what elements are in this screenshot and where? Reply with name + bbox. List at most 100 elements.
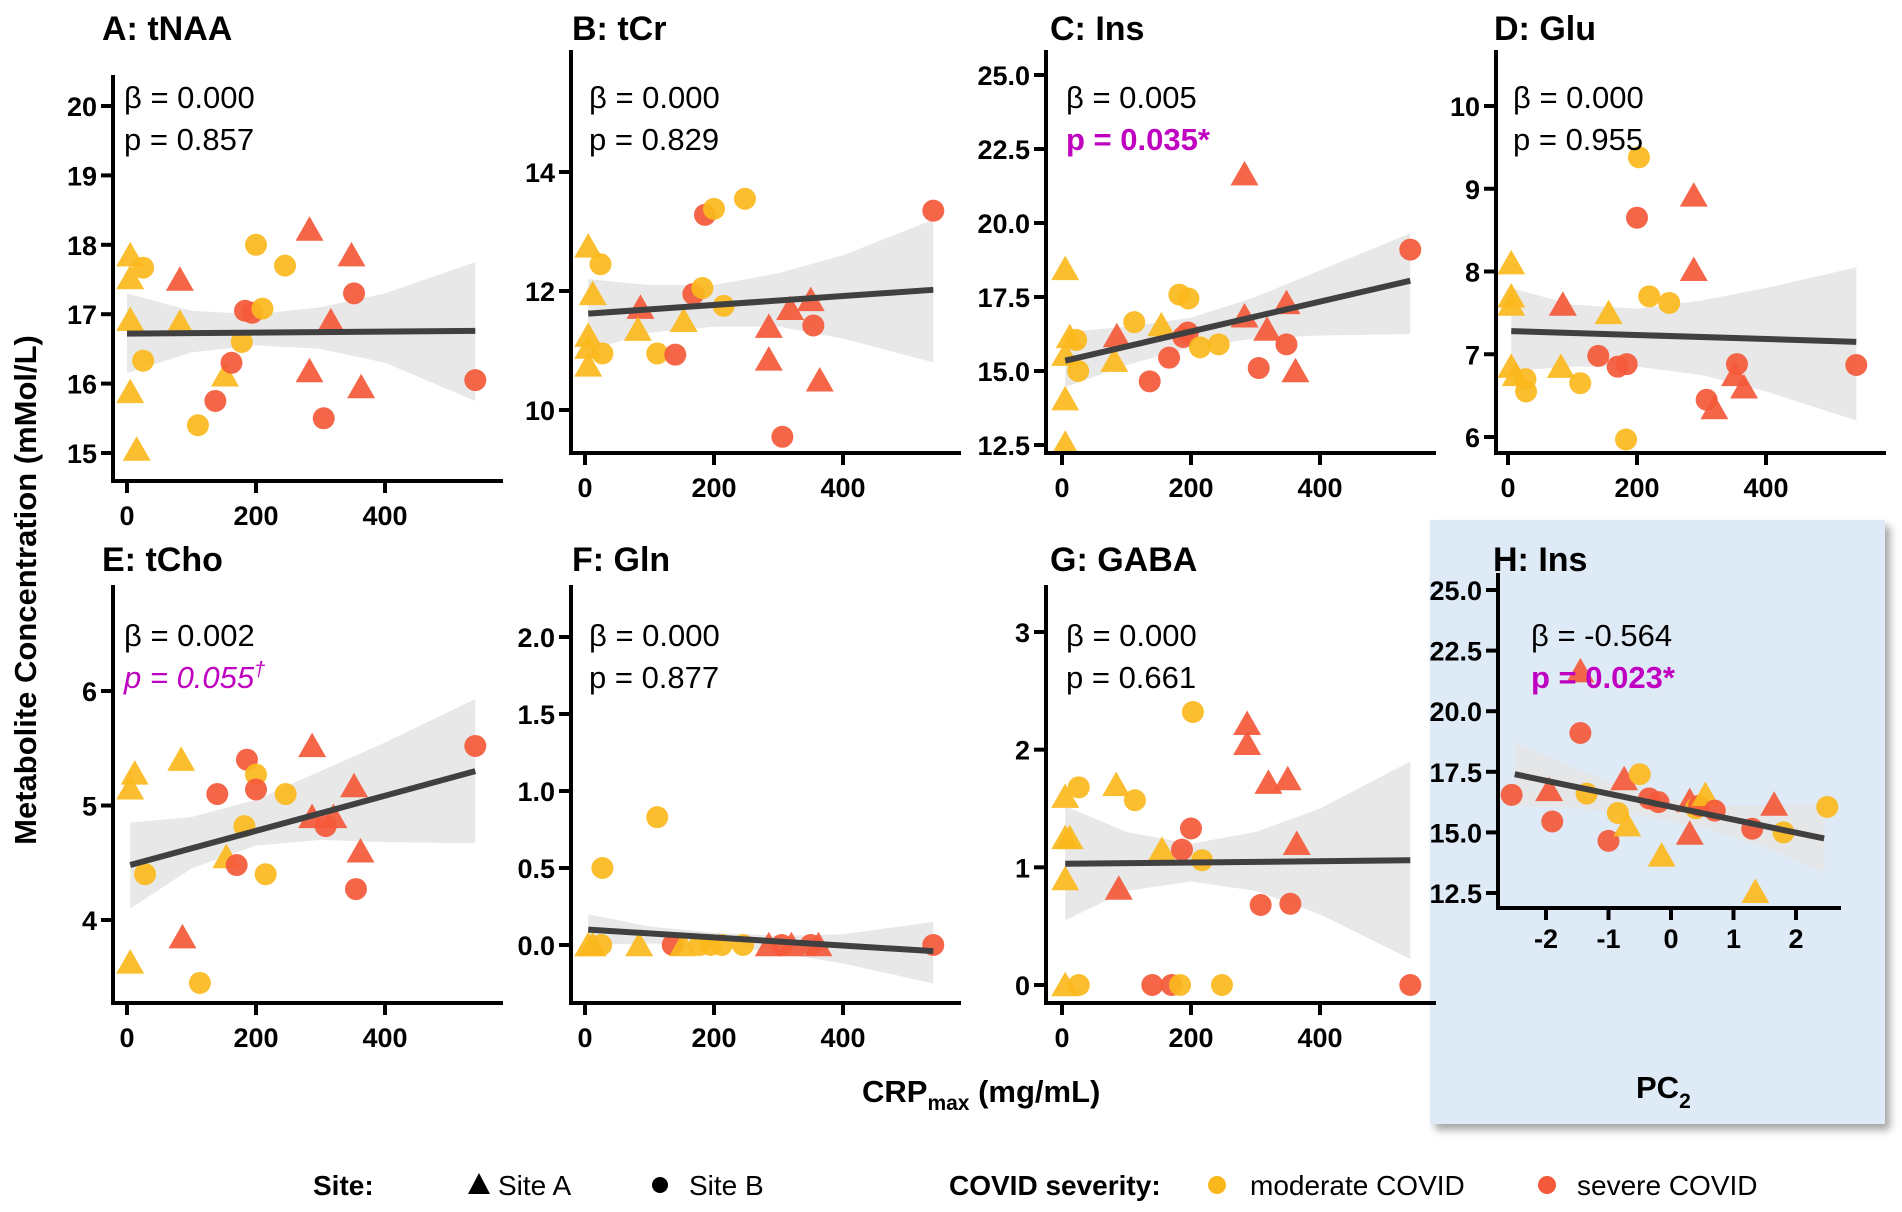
y-tick-label: 20.0 xyxy=(977,209,1030,239)
p-value-annotation: p = 0.829 xyxy=(589,122,719,157)
data-point-triangle xyxy=(1546,353,1575,378)
data-point-circle xyxy=(1515,380,1538,403)
y-tick-label: 9 xyxy=(1465,175,1480,205)
panel-title: C: Ins xyxy=(1050,10,1144,48)
y-axis-label: Metabolite Concentration (mMol/L) xyxy=(8,335,43,845)
y-tick-label: 2.0 xyxy=(517,623,555,653)
data-point-triangle xyxy=(1147,836,1176,861)
data-point-circle xyxy=(254,863,277,886)
data-point-triangle xyxy=(1730,374,1759,399)
y-tick-label: 14 xyxy=(525,158,555,188)
data-point-circle xyxy=(343,282,366,305)
y-tick-label: 1.5 xyxy=(517,700,555,730)
regression-line xyxy=(1064,277,1411,364)
data-point-circle xyxy=(1123,789,1146,812)
data-point-triangle xyxy=(1535,776,1564,802)
data-point-triangle xyxy=(669,307,698,332)
data-point-triangle xyxy=(1675,820,1704,845)
data-point-triangle xyxy=(1497,291,1526,316)
data-point-circle xyxy=(1207,333,1230,356)
data-point-triangle xyxy=(116,306,145,331)
data-point-triangle xyxy=(165,309,194,334)
legend-triangle-icon xyxy=(468,1173,490,1194)
data-point-triangle xyxy=(623,316,652,341)
data-point-circle xyxy=(1658,291,1681,314)
data-point-triangle xyxy=(1760,791,1789,816)
panel-title: B: tCr xyxy=(572,10,666,48)
data-point-circle xyxy=(703,197,725,220)
data-point-circle xyxy=(1067,776,1090,799)
data-point-circle xyxy=(1067,360,1090,382)
data-point-circle xyxy=(1180,817,1202,840)
legend-severity-title: COVID severity: xyxy=(949,1170,1161,1201)
data-point-triangle xyxy=(116,949,145,974)
data-point-circle xyxy=(591,857,614,879)
data-point-circle xyxy=(802,314,825,337)
data-point-triangle xyxy=(116,264,145,290)
x-tick-label: -1 xyxy=(1596,924,1620,954)
panel-title: F: Gln xyxy=(572,541,670,579)
x-tick-label: 0 xyxy=(119,1023,134,1053)
data-point-circle xyxy=(1247,357,1270,380)
data-point-circle xyxy=(186,414,209,437)
data-point-triangle xyxy=(346,838,375,863)
x-tick-label: 400 xyxy=(362,501,407,531)
data-point-circle xyxy=(134,863,157,886)
data-point-triangle xyxy=(337,241,366,267)
y-tick-label: 20.0 xyxy=(1429,697,1482,727)
x-tick-label: 2 xyxy=(1788,924,1803,954)
y-tick-label: 22.5 xyxy=(977,135,1030,165)
data-point-circle xyxy=(591,342,614,365)
y-tick-label: 6 xyxy=(82,677,97,707)
regression-line xyxy=(129,768,477,868)
data-point-triangle xyxy=(316,307,345,333)
data-point-triangle xyxy=(1230,160,1259,186)
y-tick-label: 16 xyxy=(67,370,97,400)
panel-b: B: tCr 10 12 14 0 200 400 β = 0.000 p = 0.829 xyxy=(525,10,961,503)
x-tick-label: 200 xyxy=(233,501,278,531)
data-point-circle xyxy=(274,254,297,277)
pc-label-sub: 2 xyxy=(1679,1090,1691,1113)
y-tick-label: 1 xyxy=(1015,853,1030,883)
data-point-triangle xyxy=(295,357,324,383)
data-point-triangle xyxy=(574,352,603,377)
x-tick-label: -2 xyxy=(1534,924,1558,954)
data-point-circle xyxy=(1816,795,1839,818)
data-point-triangle xyxy=(1282,830,1311,855)
panel-title: E: tCho xyxy=(102,541,223,579)
y-tick-label: 3 xyxy=(1015,618,1030,648)
x-tick-label: 0 xyxy=(1054,1023,1069,1053)
data-point-circle xyxy=(274,783,297,806)
data-point-circle xyxy=(1158,346,1181,369)
x-label-unit: (mg/mL) xyxy=(969,1074,1100,1109)
legend-site-title: Site: xyxy=(313,1170,374,1201)
y-tick-label: 18 xyxy=(67,231,97,261)
data-point-circle xyxy=(1141,974,1164,996)
data-point-circle xyxy=(646,806,669,829)
data-point-circle xyxy=(464,369,487,392)
data-point-circle xyxy=(1177,287,1200,310)
data-point-circle xyxy=(771,425,794,448)
data-point-triangle xyxy=(1051,385,1080,411)
data-point-circle xyxy=(1399,974,1422,996)
data-point-triangle xyxy=(1051,783,1080,808)
y-tick-label: 22.5 xyxy=(1429,637,1482,667)
data-point-circle xyxy=(691,277,714,300)
data-point-circle xyxy=(1181,701,1204,724)
x-tick-label: 0 xyxy=(1054,473,1069,503)
y-tick-label: 4 xyxy=(82,906,97,936)
legend: Site: Site A Site B COVID severity: mode… xyxy=(313,1170,1758,1201)
data-point-circle xyxy=(922,199,945,222)
x-tick-label: 0 xyxy=(1500,473,1515,503)
x-tick-label: 400 xyxy=(1297,1023,1342,1053)
y-tick-label: 10 xyxy=(525,396,555,426)
data-point-circle xyxy=(132,256,155,279)
panel-d: D: Glu 6 7 8 9 10 0 200 400 β = 0.000 p = 0.955 xyxy=(1450,10,1886,503)
y-tick-label: 12 xyxy=(525,277,555,307)
data-point-circle xyxy=(188,971,211,994)
data-point-circle xyxy=(1189,336,1212,359)
beta-annotation: β = 0.000 xyxy=(589,618,720,653)
y-tick-label: 20 xyxy=(67,92,97,122)
x-label-sub: max xyxy=(927,1092,969,1115)
p-value-dagger: † xyxy=(254,659,265,681)
